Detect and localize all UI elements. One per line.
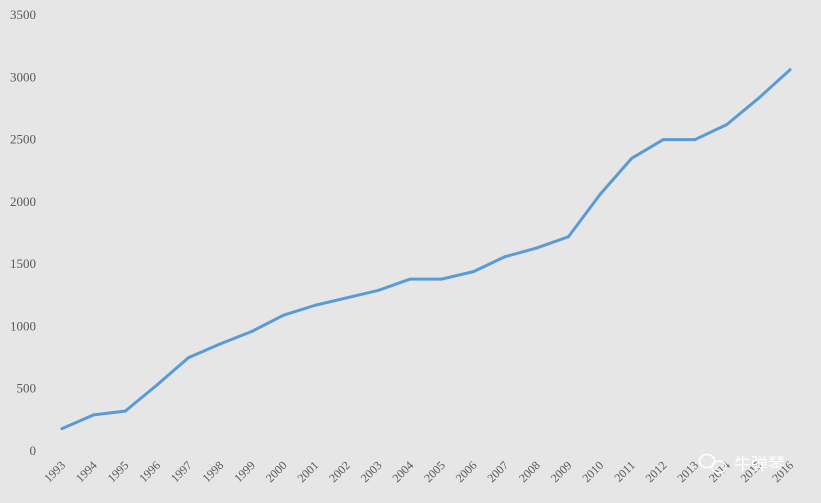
x-tick-label: 2001 bbox=[294, 458, 321, 485]
data-point bbox=[218, 342, 222, 346]
data-point bbox=[598, 192, 602, 196]
x-tick-label: 2005 bbox=[421, 458, 448, 485]
y-tick-label: 2500 bbox=[10, 132, 36, 147]
y-tick-label: 3500 bbox=[10, 7, 36, 22]
x-tick-label: 2010 bbox=[579, 458, 606, 485]
data-point bbox=[377, 288, 381, 292]
y-tick-label: 1500 bbox=[10, 256, 36, 271]
data-point bbox=[250, 329, 254, 333]
y-tick-label: 500 bbox=[17, 381, 37, 396]
x-tick-label: 2006 bbox=[453, 458, 480, 485]
data-point bbox=[92, 413, 96, 417]
data-point bbox=[282, 313, 286, 317]
series-group bbox=[60, 68, 792, 431]
x-tick-label: 2012 bbox=[643, 458, 670, 485]
y-tick-label: 2000 bbox=[10, 194, 36, 209]
x-tick-label: 2000 bbox=[263, 458, 290, 485]
data-point bbox=[503, 255, 507, 259]
y-tick-label: 1000 bbox=[10, 318, 36, 333]
x-tick-label: 2004 bbox=[389, 458, 416, 485]
data-point bbox=[630, 156, 634, 160]
data-point bbox=[123, 409, 127, 413]
data-point bbox=[345, 296, 349, 300]
data-point bbox=[313, 303, 317, 307]
x-axis: 1993 1994 1995 1996 1997 1998 1999 2000 2001 2002… bbox=[41, 458, 796, 485]
data-point bbox=[471, 270, 475, 274]
x-tick-label: 2011 bbox=[611, 458, 638, 485]
y-axis: 0 500 1000 1500 2000 2500 3000 3500 bbox=[10, 7, 36, 458]
wechat-bubble-icon bbox=[698, 453, 727, 474]
watermark: 牛弹琴 bbox=[698, 453, 785, 475]
data-point bbox=[788, 68, 792, 72]
data-point bbox=[661, 138, 665, 142]
y-tick-label: 0 bbox=[30, 443, 37, 458]
x-tick-label: 2014 bbox=[706, 458, 733, 485]
x-tick-label: 2007 bbox=[484, 458, 511, 485]
data-point bbox=[440, 277, 444, 281]
y-tick-label: 3000 bbox=[10, 69, 36, 84]
x-tick-label: 1993 bbox=[41, 458, 68, 485]
x-tick-label: 1994 bbox=[73, 458, 100, 485]
x-tick-label: 1997 bbox=[168, 458, 195, 485]
data-point bbox=[535, 246, 539, 250]
data-point bbox=[566, 235, 570, 239]
data-point bbox=[693, 138, 697, 142]
x-tick-label: 2013 bbox=[674, 458, 701, 485]
x-tick-label: 1995 bbox=[105, 458, 132, 485]
data-point bbox=[155, 383, 159, 387]
x-tick-label: 1996 bbox=[136, 458, 163, 485]
series-line bbox=[60, 68, 792, 431]
x-tick-label: 2009 bbox=[548, 458, 575, 485]
data-point bbox=[756, 96, 760, 100]
x-tick-label: 1998 bbox=[200, 458, 227, 485]
x-tick-label: 2003 bbox=[358, 458, 385, 485]
watermark-text: 牛弹琴 bbox=[734, 455, 785, 475]
x-tick-label: 2002 bbox=[326, 458, 353, 485]
x-tick-label: 2008 bbox=[516, 458, 543, 485]
data-point bbox=[187, 356, 191, 360]
data-point bbox=[408, 277, 412, 281]
x-tick-label: 1999 bbox=[231, 458, 258, 485]
data-point bbox=[60, 427, 64, 431]
data-point bbox=[725, 123, 729, 127]
